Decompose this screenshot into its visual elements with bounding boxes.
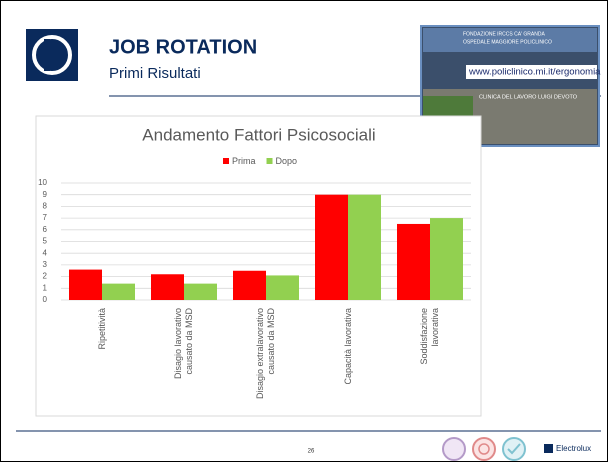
y-tick-label: 2 bbox=[43, 272, 48, 281]
bar bbox=[233, 271, 266, 300]
icon-target bbox=[473, 438, 495, 460]
x-tick-label: Capacità lavorativa bbox=[343, 308, 354, 418]
slide-title: JOB ROTATION bbox=[109, 36, 257, 58]
legend-swatch bbox=[267, 158, 273, 164]
bar bbox=[348, 195, 381, 300]
y-tick-label: 1 bbox=[43, 283, 48, 292]
inset-text: OSPEDALE MAGGIORE POLICLINICO bbox=[463, 39, 552, 45]
bar bbox=[397, 224, 430, 300]
slide-subtitle: Primi Risultati bbox=[109, 65, 201, 82]
bar bbox=[266, 275, 299, 300]
slide-canvas: JOB ROTATION Primi Risultati FONDAZIONE … bbox=[1, 1, 607, 461]
inset-text: FONDAZIONE IRCCS CA' GRANDA bbox=[463, 31, 545, 37]
y-tick-label: 6 bbox=[43, 225, 48, 234]
y-tick-label: 8 bbox=[43, 202, 48, 211]
icon-check bbox=[503, 438, 525, 460]
y-tick-label: 5 bbox=[43, 237, 48, 246]
x-tick-label: Disagio extralavorativo causato da MSD bbox=[255, 308, 277, 418]
inset-text: CLINICA DEL LAVORO LUIGI DEVOTO bbox=[479, 94, 578, 100]
x-tick-label: Disagio lavorativo causato da MSD bbox=[173, 308, 195, 418]
brand-name: Electrolux bbox=[556, 444, 591, 453]
legend-label: Prima bbox=[232, 156, 256, 166]
bar bbox=[102, 284, 135, 300]
bar bbox=[184, 284, 217, 300]
legend-swatch bbox=[223, 158, 229, 164]
brand-logo bbox=[544, 444, 553, 453]
x-tick-label: Ripetitività bbox=[97, 308, 108, 418]
y-tick-label: 7 bbox=[43, 213, 48, 222]
page-number: 26 bbox=[308, 449, 315, 455]
slide: JOB ROTATION Primi Risultati FONDAZIONE … bbox=[0, 0, 608, 462]
inset-url: www.policlinico.mi.it/ergonomia bbox=[468, 67, 601, 78]
chart-title: Andamento Fattori Psicosociali bbox=[142, 125, 375, 144]
y-tick-label: 3 bbox=[43, 260, 48, 269]
bar bbox=[315, 195, 348, 300]
y-tick-label: 10 bbox=[38, 178, 47, 187]
x-tick-label: Soddisfazione lavorativa bbox=[419, 308, 441, 418]
legend-label: Dopo bbox=[276, 156, 298, 166]
y-tick-label: 0 bbox=[43, 295, 48, 304]
bar bbox=[151, 274, 184, 300]
icon-bulb bbox=[443, 438, 465, 460]
logo-mark bbox=[44, 39, 50, 71]
bar bbox=[69, 270, 102, 300]
y-tick-label: 4 bbox=[43, 248, 48, 257]
y-tick-label: 9 bbox=[43, 190, 48, 199]
bar bbox=[430, 218, 463, 300]
